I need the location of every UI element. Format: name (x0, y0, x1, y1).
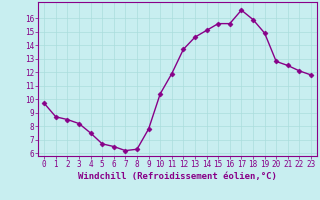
X-axis label: Windchill (Refroidissement éolien,°C): Windchill (Refroidissement éolien,°C) (78, 172, 277, 181)
